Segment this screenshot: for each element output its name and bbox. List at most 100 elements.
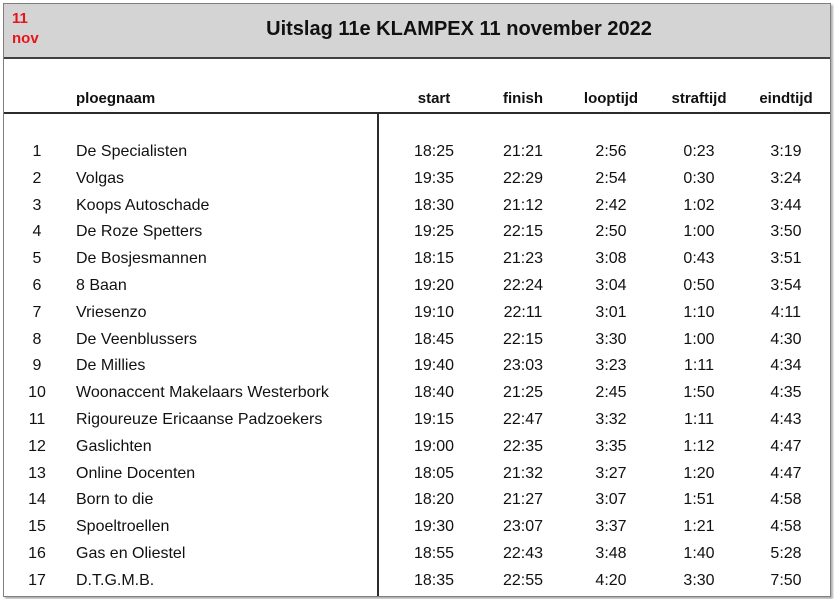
start-cell: 19:15 <box>413 411 455 428</box>
table-row: 7 Vriesenzo 19:10 22:11 3:01 1:10 4:11 <box>4 299 830 326</box>
start-cell: 19:35 <box>413 169 455 187</box>
start-cell: 18:45 <box>413 330 455 348</box>
looptijd-cell: 3:48 <box>595 545 627 562</box>
looptijd-cell: 3:35 <box>595 437 627 455</box>
straftijd-cell: 1:11 <box>684 357 714 375</box>
rank-cell: 14 <box>28 491 46 509</box>
straftijd-cell: 0:23 <box>683 143 715 160</box>
straftijd-cell: 1:00 <box>683 330 715 348</box>
rank-cell: 7 <box>32 303 42 321</box>
team-name-cell: De Roze Spetters <box>76 223 203 241</box>
start-cell: 18:40 <box>413 384 455 402</box>
finish-cell: 22:11 <box>503 303 543 321</box>
finish-cell: 21:12 <box>502 196 544 214</box>
column-header-start: start <box>417 90 451 107</box>
straftijd-cell: 1:51 <box>683 491 715 509</box>
straftijd-cell: 1:12 <box>683 437 715 455</box>
title-bar: 11 nov Uitslag 11e KLAMPEX 11 november 2… <box>4 4 830 59</box>
finish-cell: 23:03 <box>502 357 544 375</box>
table-row: 12 Gaslichten 19:00 22:35 3:35 1:12 4:47 <box>4 433 830 460</box>
start-cell: 18:05 <box>413 464 455 482</box>
rank-cell: 3 <box>32 196 42 214</box>
table-row: 8 De Veenblussers 18:45 22:15 3:30 1:00 4:30 <box>4 326 830 353</box>
rank-cell: 12 <box>28 437 46 455</box>
looptijd-cell: 4:20 <box>595 571 627 589</box>
straftijd-cell: 1:21 <box>683 518 715 536</box>
team-name-cell: Gas en Oliestel <box>76 545 186 562</box>
finish-cell: 21:23 <box>502 250 544 268</box>
team-name-cell: Spoeltroellen <box>76 518 170 536</box>
start-cell: 19:40 <box>413 357 455 375</box>
rank-cell: 17 <box>28 571 46 589</box>
straftijd-cell: 1:00 <box>683 223 715 241</box>
start-cell: 18:30 <box>413 196 455 214</box>
rank-cell: 8 <box>32 330 42 348</box>
eindtijd-cell: 3:19 <box>770 143 802 160</box>
finish-cell: 21:25 <box>502 384 544 402</box>
eindtijd-cell: 3:24 <box>770 169 802 187</box>
rank-cell: 15 <box>28 518 46 536</box>
finish-cell: 22:43 <box>502 545 544 562</box>
eindtijd-cell: 4:35 <box>770 384 802 402</box>
looptijd-cell: 3:32 <box>595 411 627 428</box>
team-name-cell: Rigoureuze Ericaanse Padzoekers <box>76 411 323 428</box>
finish-cell: 22:24 <box>502 277 544 294</box>
start-cell: 19:25 <box>413 223 455 241</box>
date-day: 11 <box>12 10 28 27</box>
team-name-cell: Online Docenten <box>76 464 196 482</box>
page-title: Uitslag 11e KLAMPEX 11 november 2022 <box>4 18 830 41</box>
table-row: 16 Gas en Oliestel 18:55 22:43 3:48 1:40 5:28 <box>4 540 830 567</box>
eindtijd-cell: 7:50 <box>770 571 802 589</box>
table-row: 15 Spoeltroellen 19:30 23:07 3:37 1:21 4:58 <box>4 513 830 540</box>
looptijd-cell: 3:27 <box>595 464 627 482</box>
start-cell: 18:25 <box>413 143 455 160</box>
rank-cell: 16 <box>28 545 46 562</box>
looptijd-cell: 2:45 <box>595 384 627 402</box>
table-row: 9 De Millies 19:40 23:03 3:23 1:11 4:34 <box>4 352 830 379</box>
column-header-looptijd: looptijd <box>583 90 639 107</box>
team-name-cell: De Veenblussers <box>76 330 197 348</box>
table-row: 1 De Specialisten 18:25 21:21 2:56 0:23 3:19 <box>4 138 830 165</box>
start-cell: 18:15 <box>413 250 455 268</box>
start-cell: 19:30 <box>413 518 455 536</box>
finish-cell: 22:15 <box>502 330 544 348</box>
eindtijd-cell: 3:50 <box>770 223 802 241</box>
date-month: nov <box>12 30 39 47</box>
header-divider <box>4 112 830 114</box>
rank-cell: 2 <box>32 169 42 187</box>
straftijd-cell: 1:50 <box>683 384 715 402</box>
table-row: 14 Born to die 18:20 21:27 3:07 1:51 4:58 <box>4 486 830 513</box>
rank-cell: 1 <box>32 143 42 160</box>
rank-cell: 10 <box>28 384 46 402</box>
table-row: 11 Rigoureuze Ericaanse Padzoekers 19:15 22… <box>4 406 830 433</box>
looptijd-cell: 3:23 <box>595 357 627 375</box>
eindtijd-cell: 4:11 <box>771 303 801 321</box>
eindtijd-cell: 5:28 <box>770 545 802 562</box>
finish-cell: 21:27 <box>502 491 544 509</box>
column-header-name: ploegnaam <box>76 90 156 107</box>
team-name-cell: Koops Autoschade <box>76 196 210 214</box>
team-name-cell: De Bosjesmannen <box>76 250 207 268</box>
straftijd-cell: 3:30 <box>683 571 715 589</box>
eindtijd-cell: 4:47 <box>770 464 802 482</box>
rank-cell: 4 <box>32 223 42 241</box>
looptijd-cell: 3:37 <box>595 518 627 536</box>
eindtijd-cell: 4:47 <box>770 437 802 455</box>
page-title-text: Uitslag 11e KLAMPEX 11 november 2022 <box>266 18 652 40</box>
team-name-cell: Woonaccent Makelaars Westerbork <box>76 384 329 402</box>
looptijd-cell: 3:08 <box>595 250 627 268</box>
table-row: 5 De Bosjesmannen 18:15 21:23 3:08 0:43 3:51 <box>4 245 830 272</box>
looptijd-cell: 3:30 <box>595 330 627 348</box>
rank-cell: 5 <box>32 250 42 268</box>
date-badge: 11 nov <box>12 9 39 49</box>
finish-cell: 22:15 <box>502 223 544 241</box>
eindtijd-cell: 4:30 <box>770 330 802 348</box>
team-name-cell: De Specialisten <box>76 143 188 160</box>
finish-cell: 22:29 <box>502 169 544 187</box>
column-divider <box>377 112 379 596</box>
looptijd-cell: 2:50 <box>595 223 627 241</box>
looptijd-cell: 3:04 <box>595 277 627 294</box>
rank-cell: 13 <box>28 464 46 482</box>
table-row: 13 Online Docenten 18:05 21:32 3:27 1:20 4:47 <box>4 460 830 487</box>
rank-cell: 6 <box>32 277 42 294</box>
